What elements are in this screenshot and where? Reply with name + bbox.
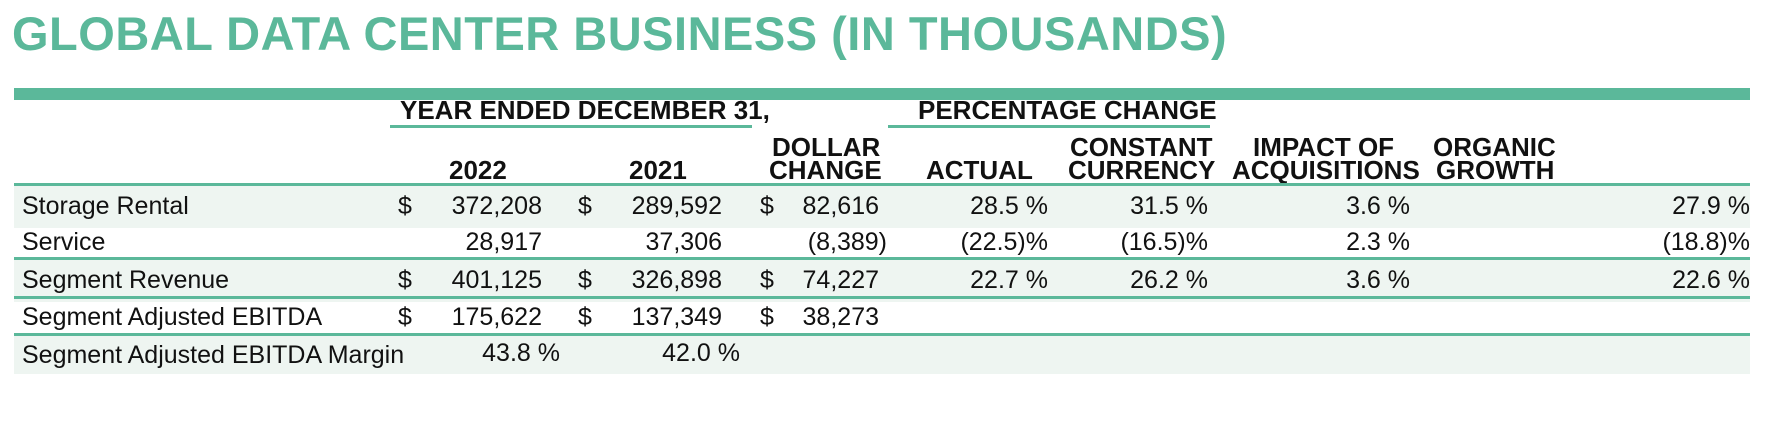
currency-symbol: $ [578, 303, 592, 331]
table-row-segment-adjusted-ebitda: Segment Adjusted EBITDA $ 175,622 $ 137,… [14, 297, 1750, 339]
col-constant-header-line1: CONSTANT [1070, 132, 1213, 162]
value-constant-currency: (16.5)% [1120, 228, 1208, 256]
value-organic-growth: 22.6 % [1672, 266, 1750, 294]
currency-symbol: $ [760, 303, 774, 331]
col-organic-header-line1: ORGANIC [1433, 132, 1556, 162]
col-2021-header: 2021 [629, 155, 687, 185]
row-label: Segment Adjusted EBITDA Margin [22, 341, 405, 369]
year-group-header: YEAR ENDED DECEMBER 31, [400, 95, 770, 125]
page-title: GLOBAL DATA CENTER BUSINESS (IN THOUSAND… [12, 7, 1228, 60]
table-row-segment-adjusted-ebitda-margin: Segment Adjusted EBITDA Margin 43.8 % 42… [14, 336, 1750, 374]
value-2022: 401,125 [451, 266, 542, 294]
value-2021: 326,898 [631, 266, 722, 294]
pct-group-header: PERCENTAGE CHANGE [918, 95, 1217, 125]
value-constant-currency: 26.2 % [1130, 266, 1208, 294]
value-2022: 43.8 % [482, 339, 560, 367]
row-divider [14, 333, 1750, 336]
value-2021: 37,306 [645, 228, 722, 256]
col-2022-header: 2022 [449, 155, 507, 185]
pct-group-underline [888, 125, 1210, 128]
value-organic-growth: (18.8)% [1662, 228, 1750, 256]
value-2021: 42.0 % [662, 339, 740, 367]
value-2022: 28,917 [465, 228, 542, 256]
value-impact-acquisitions: 3.6 % [1346, 192, 1410, 220]
value-2021: 137,349 [631, 303, 722, 331]
row-divider [14, 296, 1750, 299]
currency-symbol: $ [760, 192, 774, 220]
title-rule [14, 88, 1750, 100]
col-dollar-header-line1: DOLLAR [772, 132, 881, 162]
value-organic-growth: 27.9 % [1672, 192, 1750, 220]
row-label: Segment Adjusted EBITDA [22, 303, 323, 331]
col-dollar-header-line2: CHANGE [769, 155, 882, 185]
value-constant-currency: 31.5 % [1130, 192, 1208, 220]
currency-symbol: $ [398, 303, 412, 331]
value-2022: 175,622 [451, 303, 542, 331]
year-group-underline [390, 125, 752, 128]
value-2021: 289,592 [631, 192, 722, 220]
currency-symbol: $ [398, 266, 412, 294]
table-row-service: Service 28,917 37,306 (8,389) (22.5)% (1… [14, 222, 1750, 264]
col-actual-header: ACTUAL [926, 155, 1033, 185]
value-dollar-change: 82,616 [802, 192, 879, 220]
row-label: Segment Revenue [22, 266, 230, 294]
value-2022: 372,208 [451, 192, 542, 220]
value-dollar-change: 74,227 [802, 266, 879, 294]
currency-symbol: $ [760, 266, 774, 294]
col-impact-header-line1: IMPACT OF [1253, 132, 1395, 162]
table-row-storage-rental: Storage Rental $ 372,208 $ 289,592 $ 82,… [14, 183, 1750, 228]
col-impact-header-line2: ACQUISITIONS [1232, 155, 1420, 185]
col-constant-header-line2: CURRENCY [1068, 155, 1216, 185]
value-actual: (22.5)% [960, 228, 1048, 256]
col-organic-header-line2: GROWTH [1436, 155, 1555, 185]
value-impact-acquisitions: 2.3 % [1346, 228, 1410, 256]
currency-symbol: $ [398, 192, 412, 220]
value-dollar-change: 38,273 [802, 303, 879, 331]
value-impact-acquisitions: 3.6 % [1346, 266, 1410, 294]
table-row-segment-revenue: Segment Revenue $ 401,125 $ 326,898 $ 74… [14, 257, 1750, 302]
value-actual: 22.7 % [970, 266, 1048, 294]
value-actual: 28.5 % [970, 192, 1048, 220]
currency-symbol: $ [578, 192, 592, 220]
currency-symbol: $ [578, 266, 592, 294]
value-dollar-change: (8,389) [807, 228, 887, 256]
row-label: Storage Rental [22, 192, 189, 220]
row-label: Service [22, 228, 106, 256]
